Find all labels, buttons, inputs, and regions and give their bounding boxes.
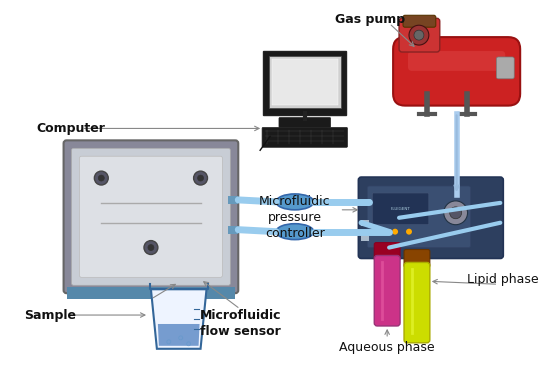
Polygon shape [158, 324, 200, 346]
FancyBboxPatch shape [393, 37, 520, 105]
Circle shape [148, 245, 154, 251]
Bar [361, 200, 369, 206]
Circle shape [409, 25, 429, 45]
FancyBboxPatch shape [359, 177, 503, 258]
FancyBboxPatch shape [269, 56, 340, 108]
Text: Computer: Computer [37, 122, 106, 135]
Text: Microfluidic
pressure
controller: Microfluidic pressure controller [259, 195, 331, 240]
Circle shape [414, 30, 424, 40]
FancyBboxPatch shape [372, 193, 429, 225]
FancyBboxPatch shape [279, 117, 331, 128]
Circle shape [194, 171, 207, 185]
Text: FLUIGENT: FLUIGENT [391, 207, 411, 211]
Text: Aqueous phase: Aqueous phase [339, 341, 435, 354]
Text: Sample: Sample [24, 309, 76, 322]
Bar [228, 196, 238, 204]
Circle shape [378, 229, 384, 234]
Circle shape [197, 175, 204, 181]
FancyBboxPatch shape [403, 15, 436, 27]
FancyBboxPatch shape [374, 255, 400, 326]
FancyBboxPatch shape [79, 156, 222, 278]
Bar [228, 226, 238, 234]
FancyBboxPatch shape [367, 186, 471, 248]
Text: Lipid phase: Lipid phase [468, 273, 539, 286]
Text: Microfluidic
flow sensor: Microfluidic flow sensor [200, 309, 281, 338]
FancyBboxPatch shape [272, 59, 338, 105]
Text: Gas pump: Gas pump [334, 13, 405, 26]
Bar [361, 234, 369, 240]
Polygon shape [151, 289, 206, 349]
Bar [361, 220, 369, 226]
Ellipse shape [276, 194, 314, 210]
Circle shape [144, 240, 158, 254]
FancyBboxPatch shape [496, 57, 514, 79]
Ellipse shape [276, 224, 314, 240]
FancyBboxPatch shape [408, 51, 505, 71]
Bar [67, 287, 235, 299]
FancyBboxPatch shape [263, 51, 346, 114]
FancyBboxPatch shape [262, 128, 348, 147]
Circle shape [95, 171, 108, 185]
Circle shape [392, 229, 398, 234]
Circle shape [450, 207, 461, 219]
FancyBboxPatch shape [374, 243, 400, 260]
Circle shape [98, 175, 105, 181]
FancyBboxPatch shape [64, 140, 238, 293]
FancyBboxPatch shape [72, 148, 230, 285]
Circle shape [406, 229, 412, 234]
FancyBboxPatch shape [399, 18, 440, 52]
Circle shape [444, 201, 468, 225]
FancyBboxPatch shape [404, 249, 430, 267]
FancyBboxPatch shape [404, 263, 430, 343]
